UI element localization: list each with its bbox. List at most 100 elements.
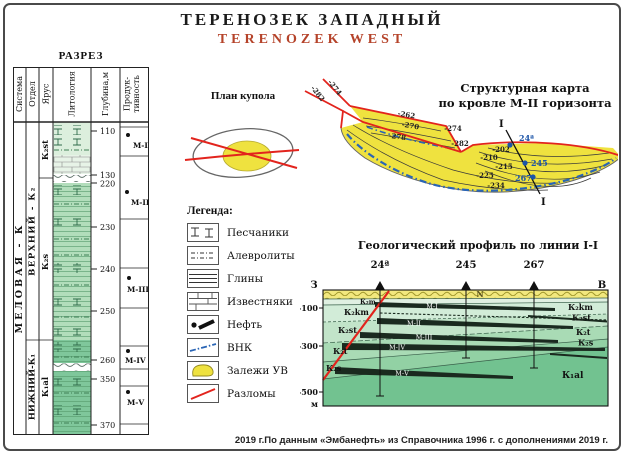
- source-caption: 2019 г.По данным «Эмбанефть» из Справочн…: [234, 435, 608, 446]
- map-annotations: 24ª 245 267 I I: [499, 119, 548, 208]
- profile-title: Геологический профиль по линии I-I: [358, 239, 598, 252]
- vnk-line: [346, 133, 617, 192]
- header-system: Система: [15, 76, 24, 112]
- yarus-k1al: К₁al: [41, 376, 51, 397]
- layer-left-k2m: К₂m: [360, 298, 376, 306]
- legend-label: Песчаники: [227, 226, 290, 239]
- map-well-24a: 24ª: [519, 133, 534, 143]
- column-headers: Система Отдел Ярус Литология Глубина,м П…: [15, 71, 141, 117]
- layer-left-k2st: К₂st: [338, 325, 357, 335]
- contour--210: -210: [480, 153, 498, 162]
- lens-labels: М-I М-II М-III М-IV М-V: [389, 303, 438, 378]
- legend-label: Разломы: [227, 387, 276, 400]
- profile-wellbores: [376, 290, 538, 397]
- layer-left-k2t: К₂t: [333, 346, 348, 356]
- header-otdel: Отдел: [28, 81, 37, 107]
- otdel-lower-label: НИЖНИЙ-К₁: [25, 354, 38, 421]
- contour--262: -262: [397, 109, 416, 121]
- lens-m5: М-V: [395, 370, 409, 378]
- depth-370: 370: [100, 421, 115, 430]
- lens-m3: М-III: [416, 334, 433, 342]
- page-subtitle: TERENOZEK WEST: [217, 32, 407, 47]
- sandstone-symbol-icon: [187, 223, 219, 242]
- layer-left-k2s: К₂s: [326, 363, 342, 373]
- horizon-m5: М-V: [127, 398, 144, 407]
- column-title: РАЗРЕЗ: [58, 50, 104, 62]
- contour--274-wedge: -274: [326, 78, 344, 97]
- profile-layer-labels-right: К₂km К₂st К₂t К₂s К₁al: [562, 302, 594, 381]
- layer-right-k2km: К₂km: [568, 302, 593, 312]
- yarus-k2s: К₂s: [41, 254, 51, 270]
- profile-body: [322, 281, 609, 407]
- lens-m1: М-I: [426, 303, 438, 311]
- otdel-upper-label: ВЕРХНИЙ - К₂: [25, 186, 38, 276]
- hc-deposit-icon: [187, 361, 219, 380]
- legend-label: Залежи УВ: [227, 364, 288, 377]
- fault-symbol-icon: [187, 384, 219, 403]
- profile-well-267: 267: [524, 260, 545, 271]
- horizon-m4: М-IV: [125, 356, 146, 365]
- unit-labels: МЕЛОВАЯ - К ВЕРХНИЙ - К₂ НИЖНИЙ-К₁ К₂st …: [14, 140, 51, 420]
- west-label: З: [310, 280, 317, 291]
- profile-well-24a: 24ª: [371, 260, 390, 271]
- contour--225: -225: [476, 171, 494, 180]
- contour--282: -282: [451, 139, 469, 148]
- map-title-line2: по кровле М-II горизонта: [438, 96, 612, 110]
- structural-map: Структурная карта по кровле М-II горизон…: [304, 78, 618, 208]
- legend-item-siltstone: Алевролиты: [187, 246, 295, 265]
- legend-item-clay: Глины: [187, 269, 295, 288]
- horizon-m3: М-III: [127, 285, 149, 294]
- oil-water-contact-icon: [187, 338, 219, 357]
- system-label: МЕЛОВАЯ - К: [14, 223, 25, 334]
- map-well-267: 267: [515, 173, 532, 183]
- legend-label: Нефть: [227, 318, 263, 331]
- contour--278: -278: [388, 131, 407, 142]
- section-label-end: I: [541, 197, 546, 208]
- legend-item-deposit: Залежи УВ: [187, 361, 295, 380]
- legend-item-oil: Нефть: [187, 315, 295, 334]
- east-label: В: [598, 280, 606, 291]
- depth-230: 230: [100, 223, 115, 232]
- surface-label: N: [476, 289, 483, 299]
- dome-plan-title: План купола: [210, 90, 276, 102]
- yarus-k2st: К₂st: [41, 140, 51, 160]
- header-productivity-2: тивность: [132, 75, 141, 113]
- depth-250: 250: [100, 307, 115, 316]
- vnk-line-upper: [366, 126, 454, 150]
- header-productivity-1: Продук-: [123, 77, 132, 112]
- productivity-cells: М-I М-II М-III М-IV М-V: [125, 133, 149, 407]
- header-depth: Глубина,м: [101, 72, 110, 116]
- scale-m-unit: м: [311, 399, 318, 409]
- depth-260: 260: [100, 356, 115, 365]
- legend-item-vnk: ВНК: [187, 338, 295, 357]
- legend: Песчаники Алевролиты Глины Известняки: [187, 223, 295, 408]
- legend-label: Алевролиты: [227, 249, 295, 262]
- well-triangles: [375, 281, 539, 290]
- map-well-dots: [507, 142, 536, 180]
- layer-right-k2st: К₂st: [572, 313, 591, 323]
- horizon-m1: М-I: [133, 141, 148, 150]
- map-title-line1: Структурная карта: [460, 81, 590, 95]
- profile-well-labels: 24ª 245 267 З В: [310, 260, 606, 291]
- layer-right-k2t: К₂t: [576, 327, 591, 337]
- map-well-245: 245: [531, 158, 548, 168]
- contour--270: -270: [401, 120, 420, 132]
- scale--100: -100: [300, 303, 318, 313]
- profile-depth-scale: -100 -300 -500 м: [300, 303, 323, 409]
- map-faults: [304, 78, 618, 157]
- legend-label: ВНК: [227, 341, 252, 354]
- dome-plan-sketch: [184, 128, 300, 178]
- depth-240: 240: [100, 265, 115, 274]
- scale--500: -500: [300, 387, 318, 397]
- column-grid: [13, 67, 149, 435]
- depth-130: 130: [100, 171, 115, 180]
- depth-350: 350: [100, 375, 115, 384]
- lens-m4: М-IV: [389, 344, 405, 352]
- map-contour-lines: [346, 117, 613, 191]
- depth-ticks: [91, 130, 97, 426]
- depth-110: 110: [100, 127, 115, 136]
- profile-well-245: 245: [456, 260, 477, 271]
- layer-right-k1al: К₁al: [562, 371, 584, 381]
- layer-right-k2s: К₂s: [578, 338, 594, 348]
